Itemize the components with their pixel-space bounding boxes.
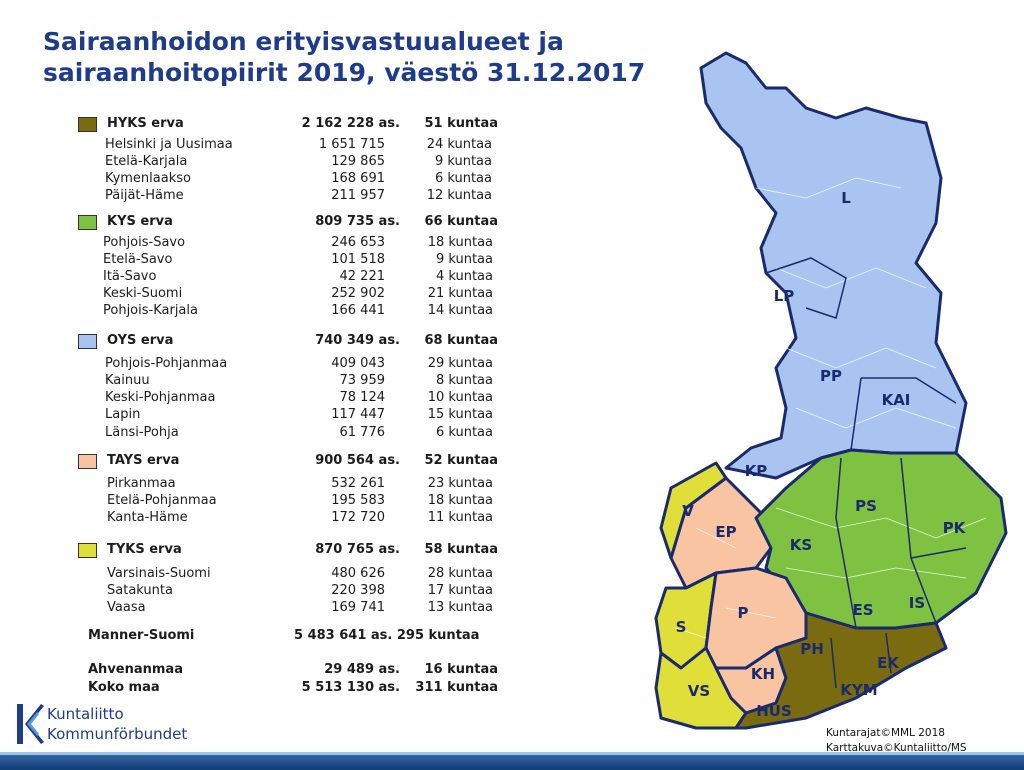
total-row-manner-suomi: Manner-Suomi 5 483 641 as. 295 kuntaa	[88, 628, 480, 643]
district-row: Etelä-Karjala 129 865 9 kuntaa	[105, 154, 492, 169]
kuntaliitto-logo: Kuntaliitto Kommunförbundet	[15, 702, 215, 750]
district-row: Etelä-Pohjanmaa 195 583 18 kuntaa	[107, 493, 493, 508]
district-row: Helsinki ja Uusimaa 1 651 715 24 kuntaa	[105, 137, 492, 152]
map-label-es: ES	[852, 601, 873, 619]
district-row: Pohjois-Savo 246 653 18 kuntaa	[103, 235, 493, 250]
district-row: Länsi-Pohja 61 776 6 kuntaa	[105, 425, 493, 440]
district-row: Varsinais-Suomi 480 626 28 kuntaa	[107, 566, 493, 581]
legend-swatch-hyks	[78, 117, 97, 132]
district-row: Kymenlaakso 168 691 6 kuntaa	[105, 171, 492, 186]
map-label-kp: KP	[745, 462, 768, 480]
legend-swatch-oys	[78, 334, 97, 349]
map-label-l: L	[841, 189, 851, 207]
map-label-pp: PP	[820, 367, 842, 385]
map-label-p: P	[738, 604, 749, 622]
district-row: Keski-Suomi 252 902 21 kuntaa	[103, 286, 493, 301]
logo-line-2: Kommunförbundet	[47, 725, 188, 743]
district-row: Satakunta 220 398 17 kuntaa	[107, 583, 493, 598]
district-row: Pohjois-Pohjanmaa 409 043 29 kuntaa	[105, 356, 493, 371]
district-row: Etelä-Savo 101 518 9 kuntaa	[103, 252, 493, 267]
group-header-tays: TAYS erva 900 564 as. 52 kuntaa	[78, 453, 508, 470]
title-line-1: Sairaanhoidon erityisvastuualueet ja	[43, 27, 564, 56]
total-row-ahvenanmaa: Ahvenanmaa 29 489 as. 16 kuntaa	[88, 662, 498, 677]
map-label-pk: PK	[943, 519, 967, 537]
map-credit: Kuntarajat©MML 2018 Karttakuva©Kuntaliit…	[826, 726, 967, 756]
group-header-hyks: HYKS erva 2 162 228 as. 51 kuntaa	[78, 116, 508, 133]
footer-bar	[0, 752, 1024, 770]
map-label-is: IS	[909, 594, 925, 612]
group-header-tyks: TYKS erva 870 765 as. 58 kuntaa	[78, 542, 508, 559]
district-row: Kanta-Häme 172 720 11 kuntaa	[107, 510, 493, 525]
map-label-ek: EK	[877, 654, 900, 672]
map-label-kym: KYM	[840, 681, 877, 699]
map-label-ks: KS	[790, 536, 812, 554]
region-hyks	[734, 611, 948, 730]
map-label-kai: KAI	[882, 391, 911, 409]
district-row: Keski-Pohjanmaa 78 124 10 kuntaa	[105, 390, 493, 405]
region-v	[659, 461, 728, 560]
map-label-s: S	[676, 618, 687, 636]
logo-line-1: Kuntaliitto	[47, 705, 124, 723]
finland-map: L LP PP KAI KP PS PK KS EP V ES IS S P P…	[654, 51, 1008, 730]
kuntaliitto-logo-icon	[17, 704, 44, 744]
page-title: Sairaanhoidon erityisvastuualueet ja sai…	[43, 26, 683, 88]
map-label-kh: KH	[751, 665, 775, 683]
map-label-ep: EP	[715, 523, 736, 541]
district-row: Lapin 117 447 15 kuntaa	[105, 407, 493, 422]
map-label-ph: PH	[800, 640, 824, 658]
district-row: Pirkanmaa 532 261 23 kuntaa	[107, 476, 493, 491]
map-label-hus: HUS	[756, 702, 792, 720]
legend-swatch-kys	[78, 215, 97, 230]
legend-swatch-tyks	[78, 543, 97, 558]
group-header-kys: KYS erva 809 735 as. 66 kuntaa	[78, 214, 508, 231]
map-label-vs: VS	[688, 682, 710, 700]
legend-swatch-tays	[78, 454, 97, 469]
district-row: Itä-Savo 42 221 4 kuntaa	[103, 269, 493, 284]
region-oys	[699, 51, 968, 480]
district-row: Päijät-Häme 211 957 12 kuntaa	[105, 188, 492, 203]
credit-line-1: Kuntarajat©MML 2018	[826, 727, 945, 739]
map-label-v: V	[682, 502, 694, 520]
credit-line-2: Karttakuva©Kuntaliitto/MS	[826, 742, 967, 754]
map-label-ps: PS	[855, 497, 877, 515]
district-table: HYKS erva 2 162 228 as. 51 kuntaa Helsin…	[0, 0, 520, 700]
total-row-koko-maa: Koko maa 5 513 130 as. 311 kuntaa	[88, 680, 498, 695]
map-label-lp: LP	[774, 287, 795, 305]
district-row: Vaasa 169 741 13 kuntaa	[107, 600, 493, 615]
district-row: Pohjois-Karjala 166 441 14 kuntaa	[103, 303, 493, 318]
district-row: Kainuu 73 959 8 kuntaa	[105, 373, 493, 388]
group-header-oys: OYS erva 740 349 as. 68 kuntaa	[78, 333, 508, 350]
title-line-2: sairaanhoitopiirit 2019, väestö 31.12.20…	[43, 58, 646, 87]
